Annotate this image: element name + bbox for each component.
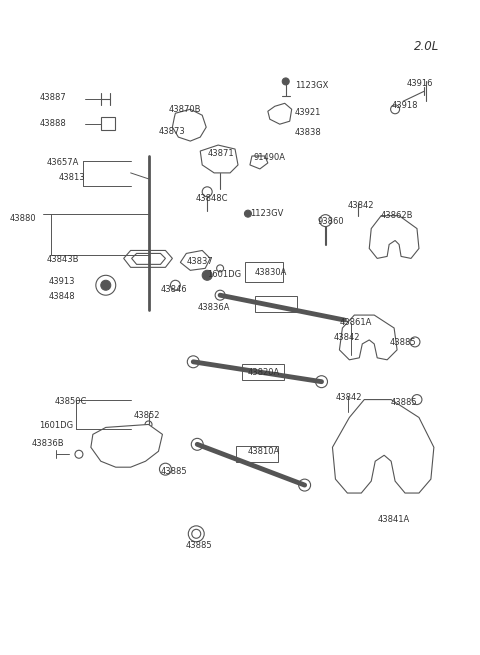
Circle shape (145, 421, 152, 428)
Bar (101, 117, 115, 130)
Text: 43836B: 43836B (31, 440, 64, 449)
Text: 43820A: 43820A (248, 367, 280, 377)
Circle shape (410, 337, 420, 347)
Text: 43870B: 43870B (168, 105, 201, 114)
Text: 43846: 43846 (160, 285, 187, 294)
Text: 1601DG: 1601DG (39, 421, 73, 430)
Text: 43848C: 43848C (195, 194, 228, 203)
Circle shape (391, 105, 399, 114)
Bar (236, 446, 278, 462)
Text: 91490A: 91490A (254, 153, 286, 162)
Circle shape (101, 280, 111, 290)
Circle shape (282, 78, 289, 85)
Text: 43871: 43871 (207, 149, 234, 158)
Circle shape (192, 438, 203, 450)
Bar (245, 263, 283, 282)
Text: 43830A: 43830A (255, 269, 288, 277)
Text: 43921: 43921 (295, 108, 321, 117)
Text: 1123GX: 1123GX (295, 81, 328, 90)
Text: 43843B: 43843B (46, 255, 79, 265)
Text: 43813: 43813 (59, 173, 85, 182)
Text: 43841A: 43841A (377, 515, 409, 524)
Circle shape (299, 479, 311, 491)
Polygon shape (369, 215, 419, 259)
Circle shape (96, 275, 116, 295)
Circle shape (159, 463, 171, 475)
Bar (242, 364, 284, 380)
Text: 43842: 43842 (348, 200, 374, 210)
Text: 43810A: 43810A (248, 447, 280, 457)
Polygon shape (91, 424, 162, 467)
Text: 43885: 43885 (185, 541, 212, 550)
Text: 43918: 43918 (392, 102, 419, 110)
Bar (255, 296, 297, 312)
Circle shape (202, 271, 212, 280)
Text: 43861A: 43861A (339, 318, 372, 327)
Circle shape (216, 265, 224, 272)
Text: 43880: 43880 (9, 214, 36, 223)
Polygon shape (268, 103, 292, 124)
Text: 43916: 43916 (407, 79, 433, 88)
Circle shape (202, 187, 212, 196)
Circle shape (192, 529, 201, 538)
Text: 43842: 43842 (336, 392, 362, 402)
Text: 43873: 43873 (158, 127, 185, 136)
Text: 43850C: 43850C (55, 396, 87, 405)
Circle shape (188, 526, 204, 542)
Text: 43852: 43852 (133, 411, 160, 419)
Text: 43885: 43885 (389, 338, 416, 347)
Text: 43838: 43838 (295, 128, 322, 137)
Text: 43862B: 43862B (380, 211, 413, 219)
Polygon shape (124, 250, 172, 267)
Circle shape (215, 290, 225, 300)
Polygon shape (333, 400, 434, 493)
Text: 1601DG: 1601DG (207, 271, 241, 279)
Text: 43888: 43888 (39, 119, 66, 128)
Polygon shape (172, 109, 206, 141)
Text: 1123GV: 1123GV (250, 209, 283, 217)
Text: 93860: 93860 (318, 217, 344, 225)
Text: 43836A: 43836A (197, 303, 230, 312)
Text: 2.0L: 2.0L (414, 40, 439, 52)
Text: 43885: 43885 (391, 398, 418, 407)
Circle shape (75, 450, 83, 458)
Polygon shape (132, 253, 166, 265)
Polygon shape (250, 156, 268, 169)
Text: 43657A: 43657A (46, 158, 79, 167)
Polygon shape (180, 250, 210, 271)
Circle shape (187, 356, 199, 367)
Polygon shape (200, 145, 238, 173)
Polygon shape (339, 315, 397, 360)
Text: 43842: 43842 (334, 333, 360, 342)
Text: 43887: 43887 (39, 94, 66, 102)
Circle shape (412, 394, 422, 405)
Circle shape (244, 210, 252, 217)
Text: 43913: 43913 (49, 277, 76, 286)
Text: 43885: 43885 (160, 467, 187, 476)
Text: 43837: 43837 (186, 257, 213, 267)
Circle shape (315, 376, 327, 388)
Circle shape (320, 215, 332, 227)
Text: 43848: 43848 (49, 292, 76, 301)
Circle shape (170, 280, 180, 290)
